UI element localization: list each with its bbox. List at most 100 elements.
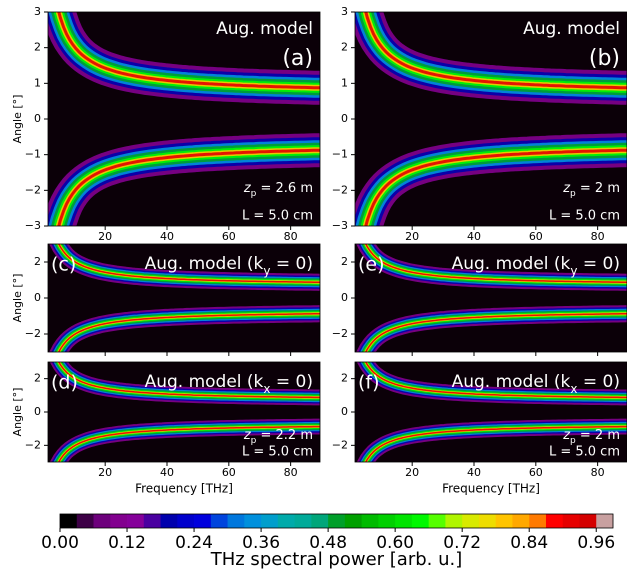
- x-tick-label: 20: [98, 230, 112, 243]
- colorbar-segment: [328, 514, 346, 528]
- panel-label: (d): [51, 372, 78, 394]
- heat-band: [57, 12, 320, 90]
- y-tick-label: 0: [34, 291, 41, 304]
- panel-label: (e): [358, 254, 385, 276]
- y-tick-label: 0: [34, 405, 41, 418]
- colorbar-tick-label: 0.84: [510, 533, 548, 553]
- text-part: Aug. model (k: [452, 372, 571, 392]
- x-tick-label: 80: [591, 466, 605, 479]
- colorbar-segment: [478, 514, 497, 528]
- panel-label: (c): [51, 254, 76, 276]
- x-tick-label: 40: [160, 230, 174, 243]
- panel-label: (b): [589, 46, 620, 71]
- colorbar-segment: [562, 514, 580, 528]
- colorbar-label: THz spectral power [arb. u.]: [210, 549, 463, 569]
- text-part: p: [570, 189, 576, 199]
- heatmap-image: [356, 362, 627, 462]
- x-tick-label: 60: [529, 466, 543, 479]
- colorbar-segment: [512, 514, 530, 528]
- text-part: z: [243, 428, 252, 443]
- heat-band: [57, 425, 320, 462]
- colorbar-tick-label: 0.96: [577, 533, 615, 553]
- colorbar-segment: [261, 514, 279, 528]
- y-tick-label: −1: [332, 148, 348, 161]
- colorbar-segment: [93, 514, 111, 528]
- colorbar-segment: [127, 514, 145, 528]
- y-tick-label: −3: [332, 219, 348, 232]
- heat-band: [364, 148, 627, 226]
- heatmap-image: [49, 362, 320, 462]
- text-part: = 2 m: [576, 428, 620, 443]
- text-part: Aug. model: [523, 19, 620, 39]
- colorbar-segment: [395, 514, 413, 528]
- text-part: = 0): [578, 372, 621, 392]
- y-tick-label: 0: [34, 112, 41, 125]
- colorbar-segment: [227, 514, 245, 528]
- text-part: = 0): [578, 254, 621, 274]
- annotation: zp = 2 m: [562, 181, 620, 199]
- text-part: z: [562, 428, 571, 443]
- colorbar-tick-label: 0.12: [108, 533, 146, 553]
- colorbar-tick-label: 0.48: [309, 533, 347, 553]
- y-tick-label: 3: [341, 5, 348, 18]
- heatmap-image: [355, 12, 627, 226]
- text-part: p: [570, 436, 576, 446]
- x-tick-label: 40: [160, 466, 174, 479]
- colorbar-segment: [495, 514, 513, 528]
- text-part: p: [251, 189, 257, 199]
- annotation: zp = 2 m: [562, 428, 620, 446]
- text-part: z: [243, 181, 252, 196]
- heatmap-image: [49, 244, 320, 352]
- colorbar-segment: [596, 514, 614, 528]
- x-tick-label: 20: [98, 466, 112, 479]
- x-tick-label: 20: [405, 230, 419, 243]
- colorbar-tick-label: 0.36: [242, 533, 280, 553]
- y-axis-label: Angle [°]: [11, 388, 24, 437]
- x-tick-label: 60: [222, 466, 236, 479]
- y-tick-label: −2: [25, 183, 41, 196]
- y-tick-label: 2: [34, 41, 41, 54]
- x-tick-label: 80: [284, 466, 298, 479]
- annotation: zp = 2.2 m: [243, 428, 313, 446]
- text-part: = 2 m: [576, 181, 620, 196]
- x-tick-label: 40: [467, 230, 481, 243]
- y-tick-label: −3: [25, 219, 41, 232]
- text-part: = 2.2 m: [256, 428, 313, 443]
- colorbar-segment: [294, 514, 312, 528]
- y-tick-label: 2: [341, 255, 348, 268]
- text-part: y: [263, 264, 270, 278]
- x-tick-label: 40: [467, 466, 481, 479]
- y-tick-label: 2: [34, 372, 41, 385]
- annotation: L = 5.0 cm: [242, 209, 313, 224]
- y-tick-label: 0: [341, 112, 348, 125]
- panel-title: Aug. model (ky = 0): [145, 254, 313, 278]
- colorbar-segment: [579, 514, 597, 528]
- heat-band: [57, 148, 320, 226]
- colorbar-segment: [76, 514, 94, 528]
- colorbar-segment: [428, 514, 446, 528]
- colorbar-segment: [244, 514, 262, 528]
- colorbar-segment: [60, 514, 78, 528]
- panel-title: Aug. model (kx = 0): [452, 372, 620, 396]
- colorbar-segment: [462, 514, 480, 528]
- y-tick-label: 0: [341, 405, 348, 418]
- colorbar-segment: [160, 514, 178, 528]
- text-part: z: [562, 181, 571, 196]
- x-axis-label: Frequency [THz]: [135, 482, 233, 496]
- panel-label: (a): [282, 46, 313, 71]
- heat-band: [57, 312, 320, 352]
- text-part: x: [263, 382, 270, 396]
- heat-band: [364, 425, 627, 462]
- y-tick-label: 2: [341, 41, 348, 54]
- colorbar-segment: [143, 514, 161, 528]
- text-part: p: [251, 436, 257, 446]
- colorbar-segment: [210, 514, 228, 528]
- y-tick-label: 1: [341, 76, 348, 89]
- y-tick-label: −2: [25, 438, 41, 451]
- y-tick-label: 2: [34, 255, 41, 268]
- y-tick-label: −2: [332, 438, 348, 451]
- y-tick-label: 2: [341, 372, 348, 385]
- colorbar-segment: [194, 514, 212, 528]
- colorbar-tick-label: 0.60: [376, 533, 414, 553]
